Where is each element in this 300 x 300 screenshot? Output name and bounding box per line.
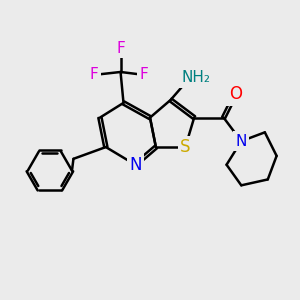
Text: F: F <box>90 68 98 82</box>
Text: N: N <box>236 134 247 149</box>
Text: S: S <box>180 138 190 156</box>
Text: N: N <box>129 156 142 174</box>
Text: F: F <box>140 68 148 82</box>
Text: NH₂: NH₂ <box>181 70 210 86</box>
Text: F: F <box>116 41 125 56</box>
Text: O: O <box>229 85 242 103</box>
